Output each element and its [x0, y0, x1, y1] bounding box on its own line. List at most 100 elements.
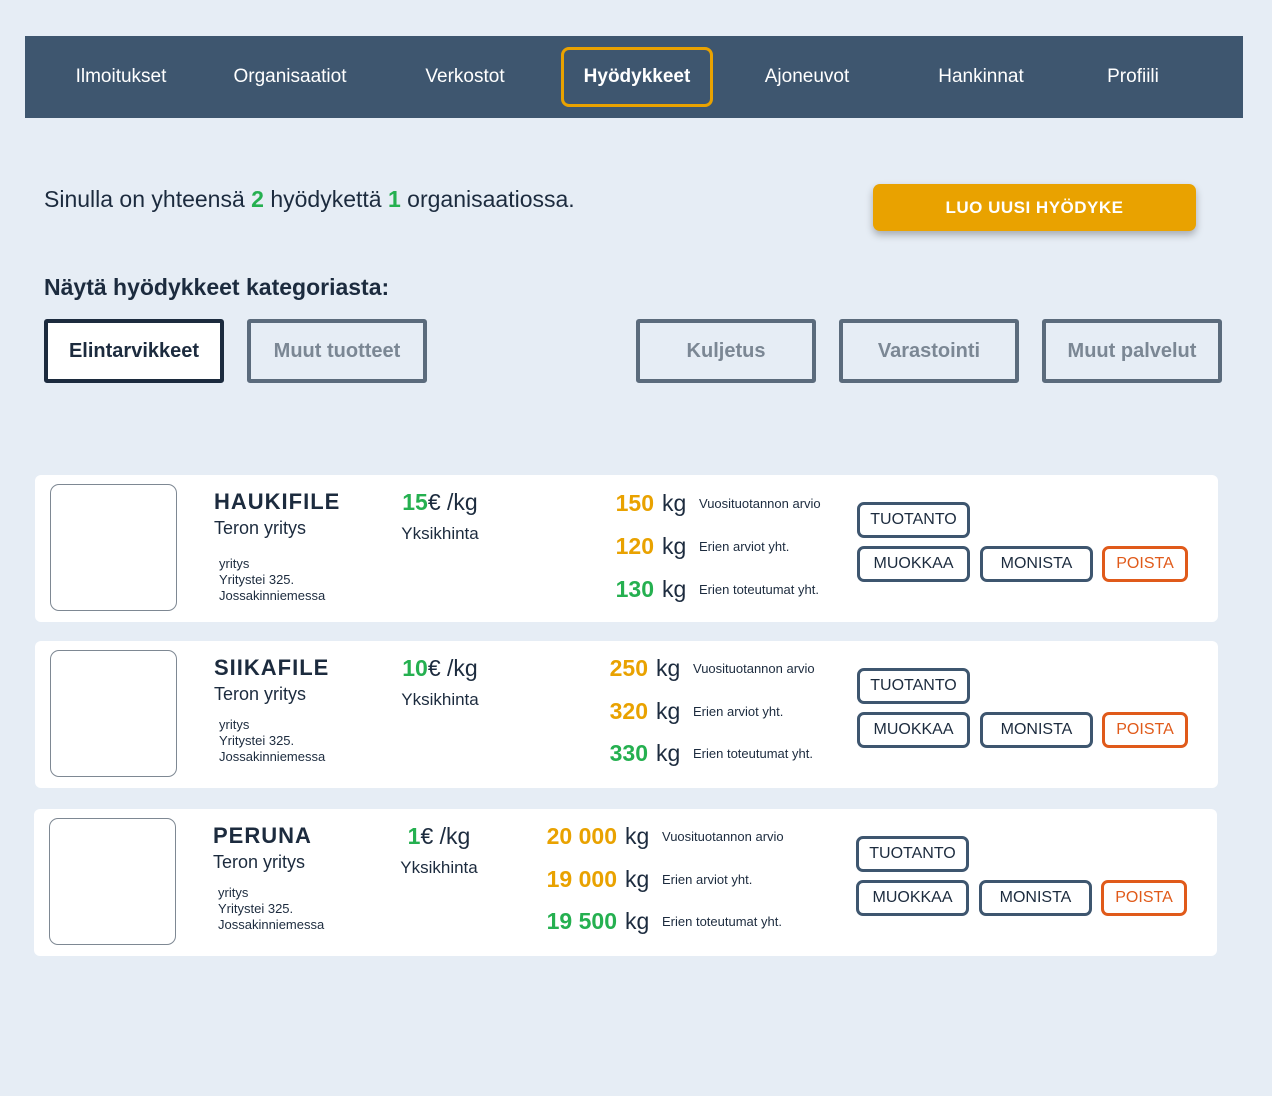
unit-price-unit: € /kg: [427, 655, 478, 681]
stat-value: 250: [609, 654, 648, 681]
stat-unit: kg: [662, 532, 687, 559]
stat-annual-estimate: 150 kg Vuosituotannon arvio: [528, 488, 821, 518]
unit-price: 10€ /kg: [375, 655, 505, 682]
stat-value: 150: [615, 489, 654, 516]
nav-item-verkostot[interactable]: Verkostot: [425, 66, 505, 87]
stat-value: 120: [615, 532, 654, 559]
stat-value: 130: [615, 575, 654, 602]
unit-price-unit: € /kg: [427, 489, 478, 515]
address-line: Yritystei 325.: [219, 733, 295, 748]
address-line: Jossakinniemessa: [218, 917, 325, 932]
nav-item-hyodykkeet[interactable]: Hyödykkeet: [561, 47, 713, 107]
summary-text: Sinulla on yhteensä 2 hyödykettä 1 organ…: [44, 186, 575, 213]
product-name: PERUNA: [213, 823, 312, 848]
unit-price-value: 15: [402, 489, 428, 515]
unit-price-label: Yksikhinta: [401, 690, 479, 709]
nav-item-organisaatiot[interactable]: Organisaatiot: [233, 66, 347, 87]
stat-label: Erien arviot yht.: [699, 538, 790, 554]
unit-price-label: Yksikhinta: [401, 524, 479, 543]
production-button[interactable]: TUOTANTO: [857, 502, 970, 538]
nav-item-profiili[interactable]: Profiili: [1107, 66, 1159, 87]
stat-value: 320: [609, 697, 648, 724]
address-line: Yritystei 325.: [218, 901, 294, 916]
stat-batch-estimates: 19 000 kg Erien arviot yht.: [491, 864, 753, 894]
stat-value: 330: [609, 739, 648, 766]
address-line: Yritystei 325.: [219, 572, 295, 587]
stat-unit: kg: [656, 654, 681, 681]
address-line: Jossakinniemessa: [219, 749, 326, 764]
product-image-placeholder: [49, 818, 176, 945]
production-button[interactable]: TUOTANTO: [857, 668, 970, 704]
stat-batch-actuals: 19 500 kg Erien toteutumat yht.: [491, 906, 782, 936]
category-muut-tuotteet[interactable]: Muut tuotteet: [247, 319, 427, 383]
nav-item-ilmoitukset[interactable]: Ilmoitukset: [75, 66, 167, 87]
summary-org-count: 1: [387, 186, 401, 212]
unit-price-label: Yksikhinta: [400, 858, 478, 877]
edit-button[interactable]: MUOKKAA: [856, 880, 969, 916]
nav-item-ajoneuvot[interactable]: Ajoneuvot: [764, 66, 850, 87]
stat-label: Erien toteutumat yht.: [693, 745, 813, 761]
product-image-placeholder: [50, 484, 177, 611]
stat-unit: kg: [662, 575, 687, 602]
product-image-placeholder: [50, 650, 177, 777]
stat-label: Erien toteutumat yht.: [699, 581, 819, 597]
stat-unit: kg: [656, 697, 681, 724]
stat-batch-actuals: 130 kg Erien toteutumat yht.: [528, 574, 819, 604]
stat-unit: kg: [656, 739, 681, 766]
address-line: yritys: [219, 556, 250, 571]
category-muut-palvelut[interactable]: Muut palvelut: [1042, 319, 1222, 383]
duplicate-button[interactable]: MONISTA: [980, 546, 1093, 582]
stat-label: Vuosituotannon arvio: [662, 828, 784, 844]
stat-annual-estimate: 250 kg Vuosituotannon arvio: [522, 653, 815, 683]
product-card: SIIKAFILE Teron yritys yritys Yritystei …: [35, 641, 1218, 788]
summary-middle: hyödykettä: [270, 186, 382, 212]
stat-batch-estimates: 320 kg Erien arviot yht.: [522, 696, 784, 726]
stat-annual-estimate: 20 000 kg Vuosituotannon arvio: [491, 821, 784, 851]
stat-label: Erien toteutumat yht.: [662, 913, 782, 929]
product-card: HAUKIFILE Teron yritys yritys Yritystei …: [35, 475, 1218, 622]
unit-price: 1€ /kg: [374, 823, 504, 850]
summary-count: 2: [251, 186, 264, 212]
product-company: Teron yritys: [213, 852, 306, 872]
stat-label: Vuosituotannon arvio: [693, 660, 815, 676]
stat-label: Erien arviot yht.: [693, 703, 784, 719]
stat-unit: kg: [662, 489, 687, 516]
duplicate-button[interactable]: MONISTA: [980, 712, 1093, 748]
product-name: HAUKIFILE: [214, 489, 341, 514]
product-address: yritys Yritystei 325. Jossakinniemessa: [218, 885, 324, 933]
stat-batch-actuals: 330 kg Erien toteutumat yht.: [522, 738, 813, 768]
unit-price: 15€ /kg: [375, 489, 505, 516]
category-elintarvikkeet[interactable]: Elintarvikkeet: [44, 319, 224, 383]
stat-unit: kg: [625, 865, 650, 892]
product-card: PERUNA Teron yritys yritys Yritystei 325…: [34, 809, 1217, 956]
product-company: Teron yritys: [214, 684, 307, 704]
production-button[interactable]: TUOTANTO: [856, 836, 969, 872]
delete-button[interactable]: POISTA: [1101, 880, 1187, 916]
create-new-commodity-button[interactable]: LUO UUSI HYÖDYKE: [873, 184, 1196, 231]
unit-price-value: 10: [402, 655, 428, 681]
stat-label: Vuosituotannon arvio: [699, 495, 821, 511]
product-address: yritys Yritystei 325. Jossakinniemessa: [219, 556, 325, 604]
address-line: yritys: [218, 885, 249, 900]
delete-button[interactable]: POISTA: [1102, 546, 1188, 582]
unit-price-unit: € /kg: [420, 823, 471, 849]
nav-item-hankinnat[interactable]: Hankinnat: [938, 66, 1024, 87]
address-line: yritys: [219, 717, 250, 732]
stat-label: Erien arviot yht.: [662, 871, 753, 887]
product-name: SIIKAFILE: [214, 655, 330, 680]
product-company: Teron yritys: [214, 518, 307, 538]
product-address: yritys Yritystei 325. Jossakinniemessa: [219, 717, 325, 765]
category-varastointi[interactable]: Varastointi: [839, 319, 1019, 383]
unit-price-value: 1: [407, 823, 421, 849]
stat-value: 20 000: [546, 822, 617, 849]
stat-batch-estimates: 120 kg Erien arviot yht.: [528, 531, 790, 561]
summary-suffix: organisaatiossa.: [407, 186, 575, 212]
edit-button[interactable]: MUOKKAA: [857, 712, 970, 748]
edit-button[interactable]: MUOKKAA: [857, 546, 970, 582]
category-kuljetus[interactable]: Kuljetus: [636, 319, 816, 383]
duplicate-button[interactable]: MONISTA: [979, 880, 1092, 916]
stat-unit: kg: [625, 907, 650, 934]
stat-value: 19 500: [546, 907, 617, 934]
delete-button[interactable]: POISTA: [1102, 712, 1188, 748]
